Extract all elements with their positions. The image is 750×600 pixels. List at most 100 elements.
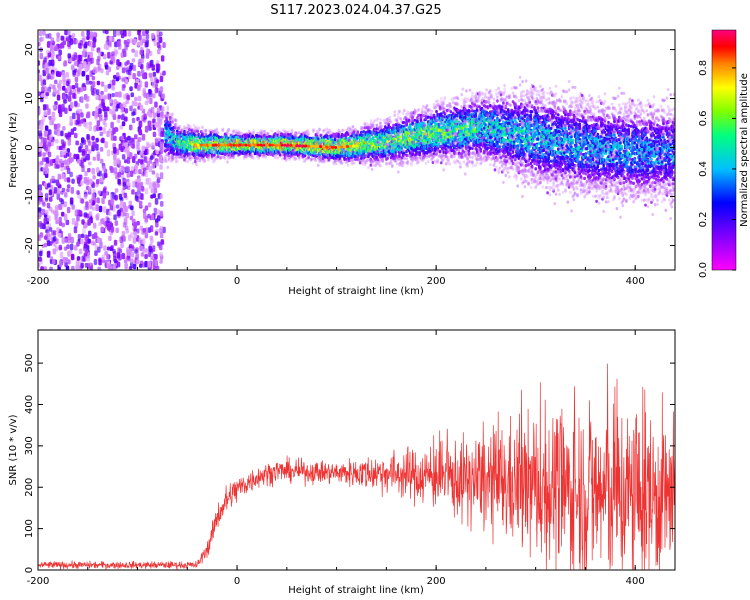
spectrogram-cell [140,252,145,257]
spectrogram-cell [87,57,91,62]
spectrogram-cell [263,129,266,134]
spectrogram-cell [113,239,118,246]
spectrogram-cell [123,40,128,45]
spectrogram-cell [307,132,310,136]
spectrogram-cell [126,181,131,186]
spectrogram-cell [145,52,150,59]
spectrogram-cell [87,167,91,173]
spectrogram-cell [356,130,359,134]
spectrogram-cell [88,161,92,166]
spectrogram-cell [103,206,107,214]
spectrogram-cell [150,155,154,160]
spectrogram-cell [113,167,118,174]
spectrogram-cell [48,129,52,136]
spectrogram-cell [132,180,136,188]
spectrogram-cell [119,124,123,130]
spectrogram-cell [74,132,78,139]
spectrogram-cell [114,220,119,226]
spectrogram-cell [113,30,117,37]
spectrogram-cell [98,205,103,213]
spectrogram-cell [102,30,107,34]
spectrogram-cell [338,130,342,134]
spectrogram-cell [164,101,167,105]
spectrogram-cell [94,250,98,256]
spectrogram-cell [142,248,146,253]
spectrogram-cell [92,156,96,161]
spectrogram-cell [167,154,171,158]
spectrogram-cell [130,258,134,264]
spectrogram-cell [56,37,60,42]
spectrogram-cell [39,123,44,131]
spectrogram-cell [202,131,205,136]
spectrogram-cell [369,163,373,167]
spectrogram-cell [65,219,69,226]
spectrogram-cell [117,41,121,47]
spectrogram-cell [70,236,74,244]
spectrogram-cell [145,41,149,47]
spectrogram-cell [144,260,148,268]
spectrogram-cell [148,90,153,98]
spectrogram-cell [134,164,139,170]
spectrogram-cell [96,154,101,161]
spectrogram-cell [160,239,164,245]
spectrogram-cell [110,226,115,233]
spectrogram-cell [155,67,160,73]
spectrogram-cell [113,153,117,161]
spectrogram-cell [129,86,133,92]
spectrogram-cell [98,259,102,266]
spectrogram-cell [44,125,49,131]
spectrogram-cell [131,189,135,195]
spectrogram-cell [144,232,149,239]
spectrogram-cell [119,200,124,205]
spectrogram-cell [126,172,130,178]
spectrogram-cell [159,172,164,180]
spectrogram-cell [115,91,119,98]
spectrogram-cell [106,246,111,251]
spectrogram-cell [75,265,79,270]
spectrogram-cell [159,259,163,264]
spectrogram-cell [61,150,65,156]
spectrogram-cell [147,120,151,127]
spectrogram-cell [101,137,105,144]
spectrogram-cell [40,266,44,270]
spectrogram-cell [93,31,97,37]
spectrogram-cell [148,165,152,173]
spectrogram-cell [365,158,369,162]
spectrogram-cell [136,259,140,265]
spectrogram-cell [131,48,135,53]
spectrogram-cell [99,147,104,152]
spectrogram-cell [64,159,68,165]
spectrogram-cell [167,158,171,162]
spectrogram-cell [72,112,76,120]
spectrogram-cell [55,179,60,186]
spectrogram-cell [66,86,71,93]
spectrogram-cell [52,259,56,265]
spectrogram-cell [133,221,138,229]
spectrogram-cell [95,137,99,143]
spectrogram-cell [108,128,112,134]
spectrogram-cell [150,253,155,260]
spectrogram-cell [96,197,100,204]
spectrogram-cell [294,157,297,161]
spectrogram-cell [39,232,44,238]
spectrogram-cell [84,144,89,152]
spectrogram-cell [69,38,73,46]
spectrogram-cell [159,164,163,170]
spectrogram-cell [207,156,210,160]
spectrogram-cell [131,58,136,63]
spectrogram-cell [318,128,321,132]
spectrogram-cell [44,242,48,248]
spectrogram-cell [129,62,134,70]
spectrogram-cell [317,137,320,141]
spectrogram-cell [81,137,85,144]
spectrogram-cell [88,199,93,204]
spectrogram-cell [74,245,78,251]
spectrogram-cell [83,243,87,249]
spectrogram-cell [49,134,53,141]
spectrogram-cell [47,215,51,222]
spectrogram-cell [238,131,241,135]
spectrogram-cell [75,140,79,146]
spectrogram-cell [76,241,80,247]
spectrogram-cell [184,159,187,163]
spectrogram-cell [100,94,104,99]
